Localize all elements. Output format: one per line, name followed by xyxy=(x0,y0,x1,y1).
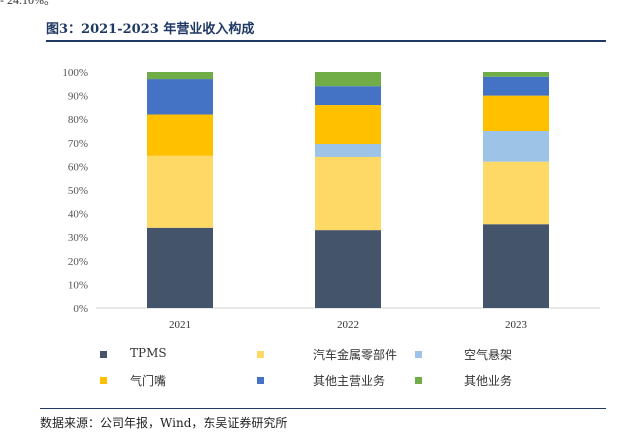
y-tick-label: 0% xyxy=(73,303,88,315)
bar-segment xyxy=(315,86,381,106)
previous-text-fragment: - 24.10%。 xyxy=(0,0,56,7)
legend-swatch xyxy=(100,377,107,384)
legend-label: 空气悬架 xyxy=(464,348,513,362)
bar-segment xyxy=(147,227,213,308)
y-tick-label: 80% xyxy=(68,114,88,126)
bar-segment xyxy=(483,224,549,308)
y-tick-label: 90% xyxy=(68,91,88,103)
y-tick-label: 40% xyxy=(68,209,88,221)
legend-label: TPMS xyxy=(130,346,167,360)
bar-segment xyxy=(483,95,549,131)
y-tick-label: 50% xyxy=(68,185,88,197)
y-tick-label: 30% xyxy=(68,232,88,244)
bar-segment xyxy=(483,131,549,162)
source-rule xyxy=(40,408,606,409)
bar-segment xyxy=(315,105,381,144)
bar-segment xyxy=(147,72,213,80)
bar-segment xyxy=(483,76,549,96)
y-tick-label: 70% xyxy=(68,138,88,150)
y-tick-label: 20% xyxy=(68,256,88,268)
x-tick-label: 2023 xyxy=(505,319,528,331)
legend-swatch xyxy=(415,377,422,384)
legend-swatch xyxy=(100,351,107,358)
legend-label: 气门嘴 xyxy=(130,374,167,388)
stacked-bar-chart: 0% 10% 20% 30% 40% 50% 60% 70% 80% 90% 100% 2021 202… xyxy=(62,67,600,331)
bar-segment xyxy=(315,72,381,87)
source-note: 数据来源：公司年报，Wind，东吴证券研究所 xyxy=(40,416,288,430)
legend-label: 其他主营业务 xyxy=(313,374,386,388)
legend-label: 汽车金属零部件 xyxy=(313,348,398,362)
bar-segment xyxy=(315,143,381,157)
y-tick-label: 60% xyxy=(68,161,88,173)
bar-segment xyxy=(147,79,213,115)
bar-segment xyxy=(147,114,213,156)
legend-label: 其他业务 xyxy=(464,374,513,388)
bar-segment xyxy=(483,161,549,225)
bar-segment xyxy=(147,155,213,228)
y-tick-label: 100% xyxy=(62,67,88,79)
title-rule xyxy=(46,40,606,42)
bar-segment xyxy=(483,72,549,77)
legend-swatch xyxy=(257,377,264,384)
bar-segment xyxy=(315,230,381,308)
legend-swatch xyxy=(257,351,264,358)
legend-swatch xyxy=(415,351,422,358)
x-tick-label: 2022 xyxy=(337,319,359,331)
x-tick-label: 2021 xyxy=(169,319,191,331)
y-tick-label: 10% xyxy=(68,279,88,291)
figure-title: 图3：2021-2023 年营业收入构成 xyxy=(46,22,255,37)
bar-segment xyxy=(315,156,381,231)
